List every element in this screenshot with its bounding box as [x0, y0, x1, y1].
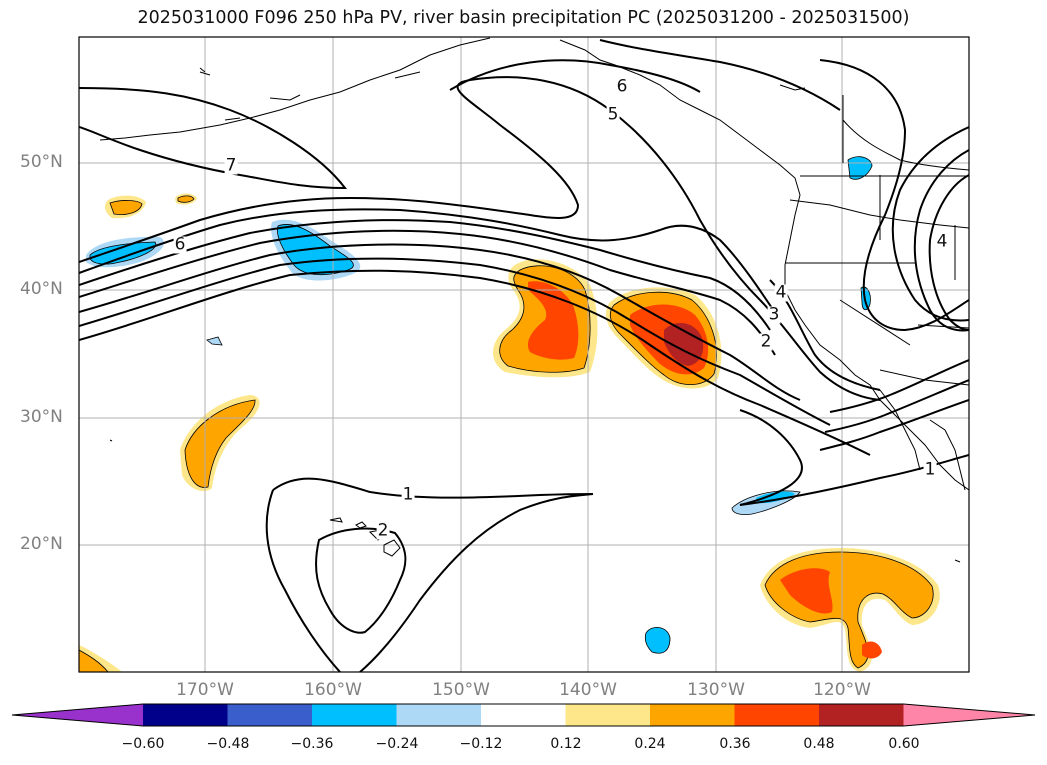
contour-label: 3 — [767, 304, 781, 325]
colorbar-bin — [734, 704, 820, 726]
lon-label-130w: 130°W — [687, 680, 745, 700]
colorbar-bin — [396, 704, 482, 726]
contour-label: 5 — [606, 104, 620, 125]
colorbar-bin — [312, 704, 397, 726]
precip-shading — [79, 156, 940, 672]
colorbar-bin — [227, 704, 313, 726]
contour-label: 1 — [923, 459, 937, 480]
contour-label: 7 — [224, 155, 238, 176]
contour-label: 2 — [759, 331, 773, 352]
colorbar-tick: 0.12 — [550, 736, 582, 752]
precip-anomaly-negative — [89, 241, 157, 265]
colorbar-tick: 0.24 — [634, 736, 666, 752]
lat-label-30n: 30°N — [20, 407, 63, 427]
precip-anomaly-negative — [756, 491, 795, 504]
precip-anomaly-positive — [862, 641, 882, 659]
colorbar-tick: −0.60 — [121, 736, 165, 752]
colorbar-outline — [11, 703, 1036, 727]
lat-label-40n: 40°N — [20, 279, 63, 299]
lon-label-150w: 150°W — [432, 680, 490, 700]
colorbar-tick: −0.36 — [290, 736, 334, 752]
colorbar-bin — [650, 704, 735, 726]
colorbar-bin — [565, 704, 651, 726]
contour-label: 1 — [401, 484, 415, 505]
precip-anomaly-positive — [184, 399, 256, 488]
contour-label: 4 — [774, 282, 788, 303]
contour-label: 4 — [935, 231, 949, 252]
colorbar-tick: −0.24 — [375, 736, 419, 752]
colorbar-tick: 0.36 — [719, 736, 751, 752]
contour-label: 6 — [173, 234, 187, 255]
lon-label-120w: 120°W — [813, 680, 871, 700]
precip-anomaly-negative — [206, 336, 223, 346]
precip-anomaly-positive — [79, 649, 109, 672]
map-title: 2025031000 F096 250 hPa PV, river basin … — [137, 8, 910, 28]
colorbar-bin — [143, 704, 228, 726]
lat-label-50n: 50°N — [20, 152, 63, 172]
precip-anomaly-positive — [109, 200, 143, 215]
colorbar — [11, 703, 1036, 727]
map-gridlines — [79, 37, 969, 672]
contour-label: 2 — [376, 520, 390, 541]
pv-contours — [79, 39, 969, 672]
colorbar-bin — [819, 704, 904, 726]
precip-anomaly-positive — [780, 568, 833, 614]
colorbar-tick: 0.48 — [803, 736, 835, 752]
map-plot-area — [79, 37, 969, 672]
contour-label: 6 — [615, 76, 629, 97]
precip-anomaly-negative — [644, 627, 671, 654]
lon-label-140w: 140°W — [559, 680, 617, 700]
precip-anomaly-negative — [847, 156, 873, 180]
colorbar-extend-max — [903, 704, 1035, 726]
precip-anomaly-positive — [177, 195, 195, 203]
colorbar-tick: 0.60 — [888, 736, 920, 752]
map-frame — [78, 36, 970, 673]
colorbar-tick: −0.48 — [206, 736, 250, 752]
lon-label-170w: 170°W — [176, 680, 234, 700]
lat-label-20n: 20°N — [20, 534, 63, 554]
lon-label-160w: 160°W — [304, 680, 362, 700]
colorbar-extend-min — [12, 704, 143, 726]
coastlines — [99, 37, 969, 563]
colorbar-tick: −0.12 — [459, 736, 503, 752]
colorbar-bin — [481, 704, 566, 726]
